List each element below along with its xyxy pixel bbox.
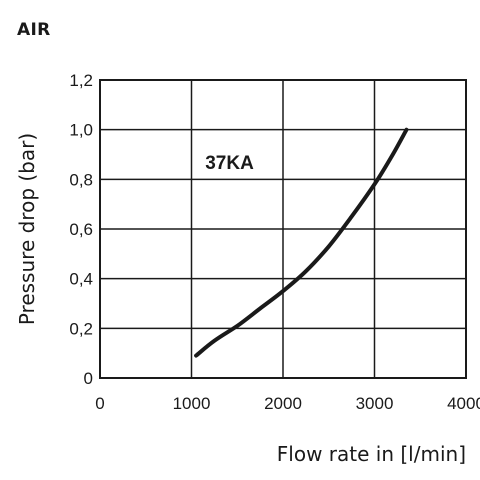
y-tick-label: 0,6	[69, 220, 93, 239]
y-tick-label: 1,0	[69, 121, 93, 140]
x-tick-label: 3000	[356, 394, 394, 413]
y-tick-label: 0,8	[69, 170, 93, 189]
y-tick-label: 1,2	[69, 71, 93, 90]
y-tick-label: 0,2	[69, 319, 93, 338]
y-axis-title: Pressure drop (bar)	[15, 133, 39, 325]
plot-frame	[99, 79, 467, 379]
chart-heading: AIR	[17, 20, 51, 40]
x-tick-label: 2000	[264, 394, 302, 413]
y-axis-ticks: 0 0,2 0,4 0,6 0,8 1,0 1,2	[69, 71, 93, 388]
x-tick-label: 1000	[173, 394, 211, 413]
x-axis-title: Flow rate in [l/min]	[277, 442, 466, 466]
grid	[100, 80, 466, 378]
series-line-37ka	[194, 127, 409, 358]
y-tick-label: 0,4	[69, 270, 93, 289]
curve-label: 37KA	[205, 153, 254, 174]
y-tick-label: 0	[84, 369, 93, 388]
x-tick-label: 0	[95, 394, 104, 413]
